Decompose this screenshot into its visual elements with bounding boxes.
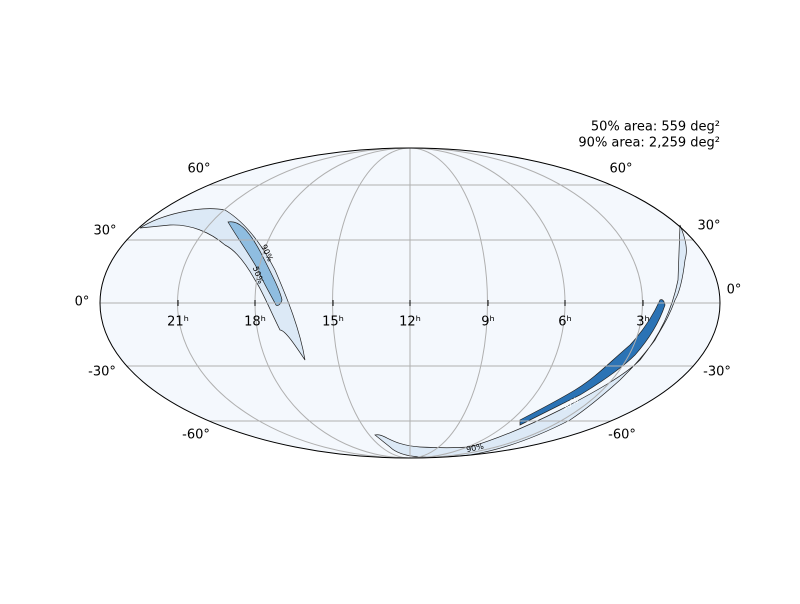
dec-label: -30° <box>703 365 731 380</box>
contour-label: 90% <box>465 442 485 455</box>
ra-label: 18ʰ <box>244 315 266 330</box>
dec-label: -60° <box>182 428 210 443</box>
ra-label: 21ʰ <box>167 315 189 330</box>
map-border <box>99 147 721 459</box>
ra-ticks <box>177 300 644 306</box>
ra-label: 9ʰ <box>481 315 495 330</box>
ra-label: 6ʰ <box>558 315 572 330</box>
ra-label: 15ʰ <box>322 315 344 330</box>
dec-label: 30° <box>93 224 116 239</box>
dec-label: -60° <box>608 428 636 443</box>
ra-label: 12ʰ <box>399 315 421 330</box>
contour-50-left <box>227 221 283 306</box>
contour-50-right <box>519 299 666 426</box>
dec-label: 60° <box>187 162 210 177</box>
dec-label: 60° <box>609 162 632 177</box>
dec-label: -30° <box>88 365 116 380</box>
ra-label: 3ʰ <box>636 315 650 330</box>
dec-label: 30° <box>697 219 720 234</box>
area-annotation: 90% area: 2,259 deg² <box>578 136 720 151</box>
dec-label: 0° <box>75 295 90 310</box>
dec-label: 0° <box>727 283 742 298</box>
area-annotation: 50% area: 559 deg² <box>591 120 720 135</box>
contour-90-right <box>374 224 687 458</box>
